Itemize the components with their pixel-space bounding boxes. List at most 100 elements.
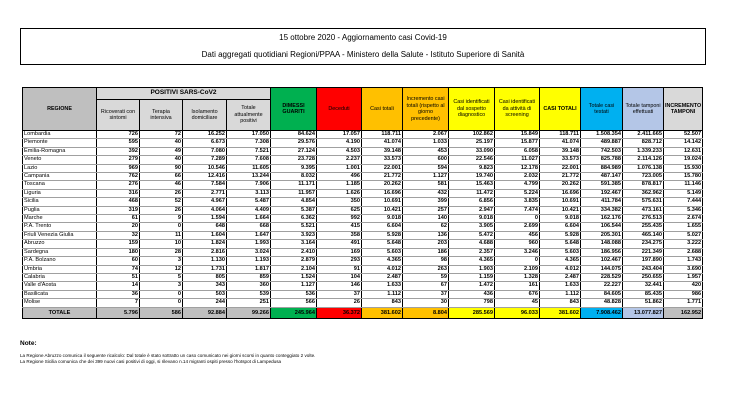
cell-casi-testati: 742.503 — [580, 146, 623, 157]
cell-casi-totali: 20.262 — [361, 180, 403, 190]
cell-casi-totali: 21.772 — [361, 172, 403, 182]
cell-casi-screening: 7.474 — [494, 205, 540, 216]
cell-incremento-tamponi: 52.507 — [662, 129, 704, 140]
cell-incremento-tamponi: 3.690 — [662, 264, 704, 274]
table-row: Umbria 74 12 1.731 1.817 2.104 91 4.012 263 1.903… — [22, 264, 704, 274]
cell-deceduti: 491 — [316, 239, 362, 249]
cell-deceduti: 2.237 — [316, 155, 362, 165]
cell-isolamento: 1.731 — [182, 264, 227, 274]
cell-ricoverati: 36 — [96, 289, 140, 300]
cell-tamponi: 878.817 — [622, 180, 664, 190]
cell-deceduti: 293 — [316, 256, 362, 266]
cell-dimessi-guariti: 4.854 — [270, 197, 317, 207]
cell-terapia-intensiva: 52 — [139, 197, 183, 207]
cell-attualmente-positivi: 360 — [226, 281, 271, 291]
cell-tamponi: 828.712 — [622, 138, 664, 148]
cell-casi-testati: 825.788 — [580, 155, 623, 165]
cell-casi-screening: 15.877 — [494, 138, 540, 148]
cell-regione: Marche — [22, 214, 97, 224]
cell-ricoverati: 276 — [96, 180, 140, 190]
table-body: Lombardia 726 72 16.252 17.050 84.624 17.057 11… — [22, 129, 704, 308]
cell-incremento-tamponi: 12.631 — [662, 146, 704, 157]
table-row: Basilicata 36 0 503 539 536 37 1.112 37 436 676 1.1… — [22, 289, 704, 300]
table-row: Piemonte 595 40 6.673 7.308 29.576 4.190 41.074… — [22, 138, 704, 148]
cell-casi-totali: 4.012 — [361, 264, 403, 274]
header-attualmente-positivi: Totale attualmente positivi — [226, 99, 271, 131]
total-ricoverati: 5.796 — [96, 306, 140, 319]
cell-ricoverati: 159 — [96, 239, 140, 249]
cell-attualmente-positivi: 1.647 — [226, 230, 271, 241]
cell-incremento-casi: 257 — [402, 205, 449, 216]
cell-dimessi-guariti: 566 — [270, 298, 317, 308]
cell-incremento-casi: 432 — [402, 188, 449, 199]
cell-dimessi-guariti: 5.387 — [270, 205, 317, 216]
cell-isolamento: 1.824 — [182, 239, 227, 249]
cell-incremento-casi: 399 — [402, 197, 449, 207]
cell-isolamento: 1.130 — [182, 256, 227, 266]
cell-incremento-tamponi: 5.027 — [662, 230, 704, 241]
cell-incremento-casi: 136 — [402, 230, 449, 241]
table-row: Calabria 51 5 805 859 1.524 104 2.487 59 1.159 1.3… — [22, 272, 704, 283]
cell-ricoverati: 60 — [96, 256, 140, 266]
total-deceduti: 36.372 — [316, 306, 362, 319]
cell-casi-totali-2: 118.711 — [539, 129, 581, 140]
cell-regione: Valle d'Aosta — [22, 281, 97, 291]
note-line: La Regione Sicilia comunica che dei 399 … — [20, 359, 282, 364]
cell-incremento-tamponi: 14.142 — [662, 138, 704, 148]
cell-terapia-intensiva: 72 — [139, 129, 183, 140]
cell-incremento-tamponi: 11.146 — [662, 180, 704, 190]
cell-incremento-casi: 594 — [402, 163, 449, 174]
cell-incremento-tamponi: 5.149 — [662, 188, 704, 199]
cell-ricoverati: 14 — [96, 281, 140, 291]
cell-incremento-tamponi: 1.771 — [662, 298, 704, 308]
table-row: Toscana 276 46 7.584 7.906 11.171 1.185 20.262 5… — [22, 180, 704, 190]
cell-dimessi-guariti: 3.164 — [270, 239, 317, 249]
cell-isolamento: 1.604 — [182, 230, 227, 241]
cell-isolamento: 2.771 — [182, 188, 227, 199]
cell-casi-testati: 162.176 — [580, 214, 623, 224]
cell-isolamento: 1.594 — [182, 214, 227, 224]
cell-tamponi: 723.005 — [622, 172, 664, 182]
cell-dimessi-guariti: 6.362 — [270, 214, 317, 224]
cell-incremento-casi: 1.033 — [402, 138, 449, 148]
cell-incremento-tamponi: 420 — [662, 281, 704, 291]
cell-regione: Friuli Venezia Giulia — [22, 230, 97, 241]
cell-ricoverati: 32 — [96, 230, 140, 241]
cell-terapia-intensiva: 5 — [139, 272, 183, 283]
cell-casi-screening: 1.328 — [494, 272, 540, 283]
cell-casi-totali: 10.421 — [361, 205, 403, 216]
cell-casi-totali-2: 5.603 — [539, 247, 581, 258]
cell-ricoverati: 316 — [96, 188, 140, 199]
cell-casi-totali-2: 39.148 — [539, 146, 581, 157]
total-incremento-casi: 8.804 — [402, 306, 449, 319]
header-incremento-tamponi: INCREMENTO TAMPONI — [662, 87, 704, 131]
cell-isolamento: 6.673 — [182, 138, 227, 148]
cell-casi-screening: 0 — [494, 256, 540, 266]
cell-casi-testati: 102.467 — [580, 256, 623, 266]
cell-casi-sospetto: 3.905 — [448, 222, 495, 232]
cell-casi-totali-2: 21.772 — [539, 172, 581, 182]
cell-tamponi: 465.140 — [622, 230, 664, 241]
cell-casi-sospetto: 25.197 — [448, 138, 495, 148]
cell-casi-testati: 106.544 — [580, 222, 623, 232]
cell-casi-totali: 9.018 — [361, 214, 403, 224]
cell-deceduti: 992 — [316, 214, 362, 224]
cell-isolamento: 4.967 — [182, 197, 227, 207]
cell-terapia-intensiva: 0 — [139, 289, 183, 300]
cell-casi-testati: 228.529 — [580, 272, 623, 283]
cell-casi-sospetto: 9.823 — [448, 163, 495, 174]
cell-regione: Emilia-Romagna — [22, 146, 97, 157]
cell-incremento-casi: 581 — [402, 180, 449, 190]
cell-incremento-tamponi: 7.444 — [662, 197, 704, 207]
cell-casi-totali: 6.604 — [361, 222, 403, 232]
cell-tamponi: 575.631 — [622, 197, 664, 207]
cell-attualmente-positivi: 539 — [226, 289, 271, 300]
cell-ricoverati: 392 — [96, 146, 140, 157]
cell-regione: Veneto — [22, 155, 97, 165]
cell-ricoverati: 319 — [96, 205, 140, 216]
cell-casi-testati: 48.828 — [580, 298, 623, 308]
cell-casi-totali-2: 4.365 — [539, 256, 581, 266]
cell-deceduti: 26 — [316, 298, 362, 308]
table-row: Campania 762 66 12.416 13.244 8.032 496 21.772 1… — [22, 172, 704, 182]
cell-deceduti: 358 — [316, 230, 362, 241]
